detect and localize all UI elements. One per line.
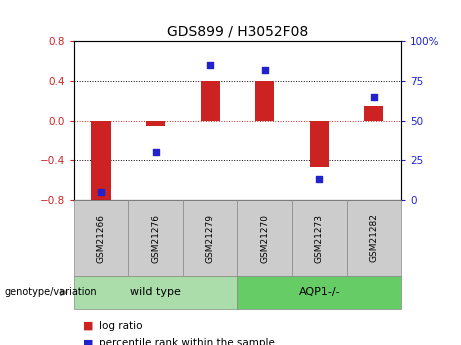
Point: [152, 150, 159, 155]
Text: GSM21276: GSM21276: [151, 214, 160, 263]
Point: [207, 62, 214, 68]
Bar: [364, 106, 384, 121]
Text: wild type: wild type: [130, 287, 181, 297]
Text: log ratio: log ratio: [99, 321, 142, 331]
Bar: [255, 81, 274, 121]
Text: percentile rank within the sample: percentile rank within the sample: [99, 338, 275, 345]
Point: [97, 189, 105, 195]
Text: GSM21279: GSM21279: [206, 214, 215, 263]
Bar: [146, 121, 165, 126]
Text: AQP1-/-: AQP1-/-: [298, 287, 340, 297]
Bar: [201, 81, 220, 121]
Title: GDS899 / H3052F08: GDS899 / H3052F08: [167, 25, 308, 39]
Point: [370, 94, 378, 100]
Point: [261, 67, 268, 73]
Text: GSM21282: GSM21282: [369, 214, 378, 263]
Point: [315, 177, 323, 182]
Text: GSM21266: GSM21266: [96, 214, 106, 263]
Text: genotype/variation: genotype/variation: [5, 287, 97, 297]
Text: ■: ■: [83, 338, 94, 345]
Text: GSM21273: GSM21273: [315, 214, 324, 263]
Text: GSM21270: GSM21270: [260, 214, 269, 263]
Text: ■: ■: [83, 321, 94, 331]
Bar: [310, 121, 329, 167]
Bar: [91, 121, 111, 200]
